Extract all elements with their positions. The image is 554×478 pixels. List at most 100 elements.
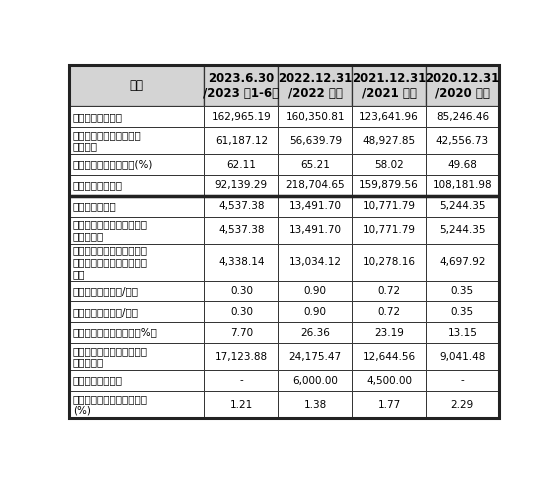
Bar: [69, 175, 204, 196]
Text: 2021.12.31
/2021 年度: 2021.12.31 /2021 年度: [352, 72, 426, 99]
Text: 159,879.56: 159,879.56: [359, 180, 419, 190]
Text: 0.90: 0.90: [304, 286, 327, 296]
Text: 净利润（万元）: 净利润（万元）: [73, 201, 116, 211]
Text: 4,338.14: 4,338.14: [218, 257, 265, 267]
Bar: [69, 302, 204, 322]
Text: 162,965.19: 162,965.19: [212, 112, 271, 122]
Text: 2020.12.31
/2020 年度: 2020.12.31 /2020 年度: [425, 72, 500, 99]
Text: 加权平均净资产收益率（%）: 加权平均净资产收益率（%）: [73, 327, 157, 337]
Bar: [352, 244, 426, 281]
Bar: [352, 127, 426, 154]
Bar: [426, 196, 499, 217]
Bar: [278, 65, 352, 106]
Bar: [69, 196, 204, 217]
Text: -: -: [460, 376, 464, 386]
Bar: [69, 106, 204, 127]
Text: 108,181.98: 108,181.98: [433, 180, 492, 190]
Bar: [426, 65, 499, 106]
Text: 160,350.81: 160,350.81: [285, 112, 345, 122]
Bar: [426, 175, 499, 196]
Text: 24,175.47: 24,175.47: [289, 352, 342, 362]
Text: 13,491.70: 13,491.70: [289, 225, 342, 235]
Bar: [352, 391, 426, 418]
Bar: [278, 370, 352, 391]
Text: 123,641.96: 123,641.96: [359, 112, 419, 122]
Text: 2022.12.31
/2022 年度: 2022.12.31 /2022 年度: [278, 72, 352, 99]
Bar: [204, 244, 278, 281]
Text: 0.30: 0.30: [230, 307, 253, 317]
Bar: [69, 65, 204, 106]
Bar: [204, 281, 278, 302]
Text: 48,927.85: 48,927.85: [362, 136, 416, 146]
Text: 5,244.35: 5,244.35: [439, 225, 485, 235]
Text: 现金分红（万元）: 现金分红（万元）: [73, 376, 122, 386]
Bar: [204, 175, 278, 196]
Bar: [426, 391, 499, 418]
Bar: [352, 343, 426, 370]
Text: 2023.6.30
/2023 年1-6月: 2023.6.30 /2023 年1-6月: [203, 72, 279, 99]
Text: 0.30: 0.30: [230, 286, 253, 296]
Text: 营业收入（万元）: 营业收入（万元）: [73, 180, 122, 190]
Bar: [426, 154, 499, 175]
Bar: [69, 391, 204, 418]
Text: 92,139.29: 92,139.29: [215, 180, 268, 190]
Text: 61,187.12: 61,187.12: [215, 136, 268, 146]
Text: 项目: 项目: [130, 79, 144, 92]
Text: 1.21: 1.21: [230, 400, 253, 410]
Bar: [426, 217, 499, 244]
Text: -: -: [239, 376, 243, 386]
Bar: [352, 154, 426, 175]
Text: 资产总额（万元）: 资产总额（万元）: [73, 112, 122, 122]
Text: 1.77: 1.77: [377, 400, 401, 410]
Bar: [352, 217, 426, 244]
Bar: [204, 196, 278, 217]
Text: 9,041.48: 9,041.48: [439, 352, 485, 362]
Bar: [204, 391, 278, 418]
Bar: [352, 65, 426, 106]
Bar: [69, 127, 204, 154]
Text: 1.38: 1.38: [304, 400, 327, 410]
Text: 0.35: 0.35: [451, 286, 474, 296]
Bar: [278, 175, 352, 196]
Bar: [278, 154, 352, 175]
Text: 7.70: 7.70: [230, 327, 253, 337]
Text: 17,123.88: 17,123.88: [215, 352, 268, 362]
Bar: [426, 127, 499, 154]
Bar: [278, 302, 352, 322]
Text: 归属于母公司所有者的净利
润（万元）: 归属于母公司所有者的净利 润（万元）: [73, 219, 148, 241]
Text: 10,278.16: 10,278.16: [363, 257, 416, 267]
Text: 13,491.70: 13,491.70: [289, 201, 342, 211]
Bar: [204, 217, 278, 244]
Bar: [426, 343, 499, 370]
Text: 62.11: 62.11: [227, 160, 257, 170]
Bar: [204, 127, 278, 154]
Text: 0.35: 0.35: [451, 307, 474, 317]
Text: 归属于母公司所有者权益
（万元）: 归属于母公司所有者权益 （万元）: [73, 130, 141, 152]
Bar: [352, 175, 426, 196]
Text: 资产负债率（母公司）(%): 资产负债率（母公司）(%): [73, 160, 153, 170]
Bar: [69, 322, 204, 343]
Bar: [426, 244, 499, 281]
Text: 23.19: 23.19: [374, 327, 404, 337]
Text: 218,704.65: 218,704.65: [285, 180, 345, 190]
Bar: [278, 391, 352, 418]
Bar: [278, 281, 352, 302]
Bar: [278, 127, 352, 154]
Bar: [204, 65, 278, 106]
Bar: [204, 154, 278, 175]
Text: 0.72: 0.72: [378, 286, 401, 296]
Bar: [352, 281, 426, 302]
Text: 4,537.38: 4,537.38: [218, 201, 265, 211]
Text: 13,034.12: 13,034.12: [289, 257, 342, 267]
Text: 稀释每股收益（元/股）: 稀释每股收益（元/股）: [73, 307, 138, 317]
Bar: [426, 106, 499, 127]
Text: 12,644.56: 12,644.56: [362, 352, 416, 362]
Text: 经营活动产生的现金流量净
额（万元）: 经营活动产生的现金流量净 额（万元）: [73, 346, 148, 368]
Bar: [426, 322, 499, 343]
Bar: [352, 322, 426, 343]
Text: 2.29: 2.29: [451, 400, 474, 410]
Bar: [69, 370, 204, 391]
Bar: [278, 106, 352, 127]
Text: 4,537.38: 4,537.38: [218, 225, 265, 235]
Text: 10,771.79: 10,771.79: [363, 201, 416, 211]
